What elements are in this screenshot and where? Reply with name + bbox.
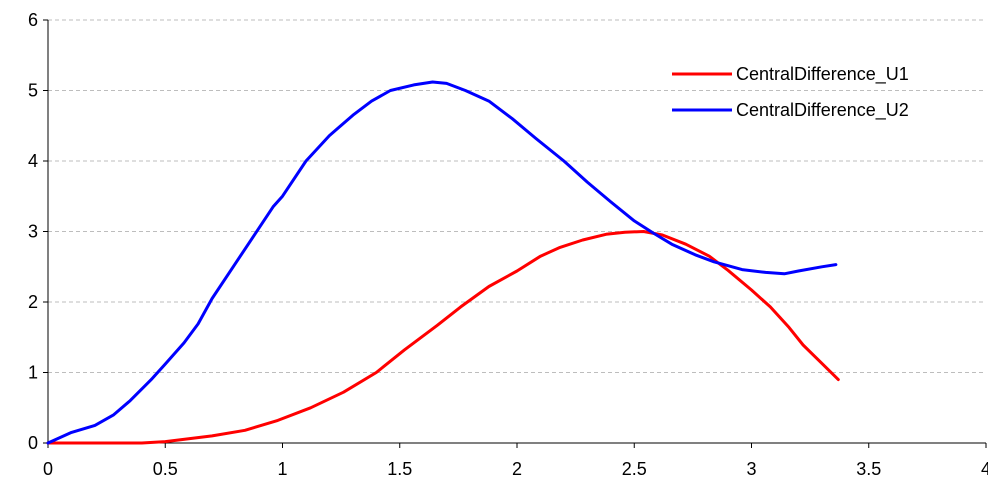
y-tick-labels: 0 1 2 3 4 5 6 <box>28 10 38 453</box>
x-tick-label: 4 <box>981 459 988 479</box>
x-tick-label: 2.5 <box>622 459 647 479</box>
y-tick-label: 6 <box>28 10 38 30</box>
x-tick-label: 0 <box>43 459 53 479</box>
x-tick-labels: 0 0.5 1 1.5 2 2.5 3 3.5 4 <box>43 459 988 479</box>
series-line-2 <box>46 80 838 445</box>
axes <box>43 19 987 448</box>
legend-label-2: CentralDifference_U2 <box>736 100 909 121</box>
gridlines <box>48 19 986 373</box>
x-tick-label: 3.5 <box>856 459 881 479</box>
y-tick-label: 4 <box>28 151 38 171</box>
legend-label-1: CentralDifference_U1 <box>736 64 909 85</box>
legend: CentralDifference_U1 CentralDifference_U2 <box>672 64 909 121</box>
y-tick-label: 2 <box>28 292 38 312</box>
x-tick-label: 1 <box>277 459 287 479</box>
y-tick-label: 0 <box>28 433 38 453</box>
x-tick-label: 1.5 <box>387 459 412 479</box>
series-lines <box>46 80 840 445</box>
y-tick-label: 5 <box>28 81 38 101</box>
y-tick-label: 1 <box>28 363 38 383</box>
x-tick-label: 2 <box>512 459 522 479</box>
x-tick-label: 0.5 <box>153 459 178 479</box>
y-tick-label: 3 <box>28 222 38 242</box>
series-line-1 <box>46 230 840 445</box>
x-tick-label: 3 <box>746 459 756 479</box>
